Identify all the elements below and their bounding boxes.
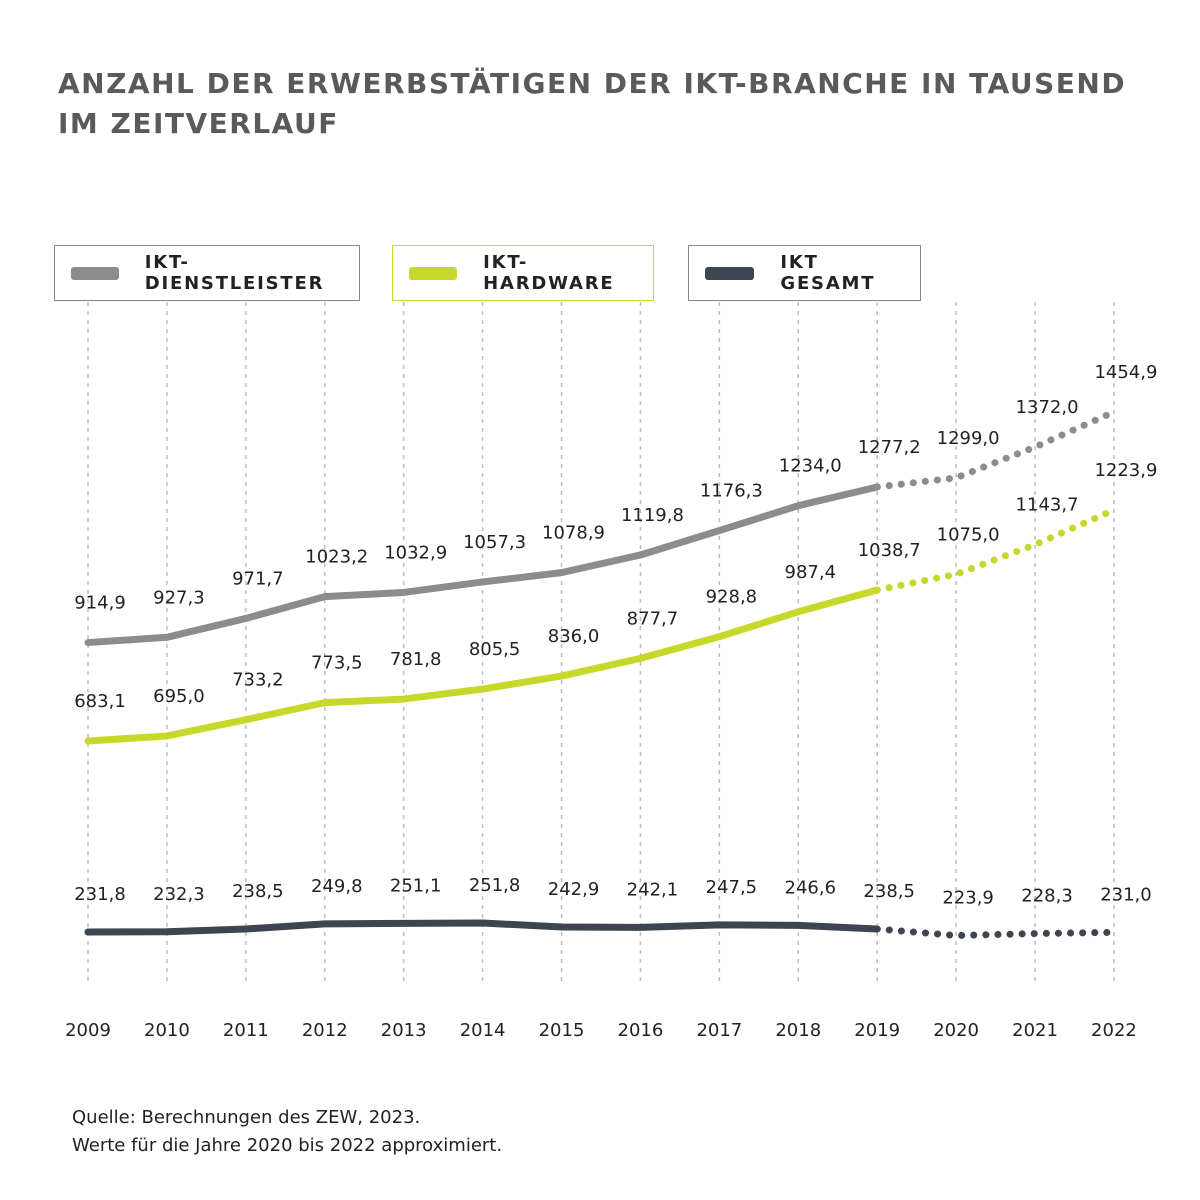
x-tick-label-2016: 2016 xyxy=(618,1020,664,1041)
data-label-hardware-2010: 695,0 xyxy=(153,686,205,707)
data-label-gesamt-2012: 249,8 xyxy=(311,876,363,897)
legend-label-hardware: IKT-HARDWARE xyxy=(483,252,615,294)
chart-title-line-1: ANZAHL DER ERWERBSTÄTIGEN DER IKT-BRANCH… xyxy=(58,67,1127,100)
data-label-gesamt-2019: 238,5 xyxy=(863,881,915,902)
series-line-approx-gesamt xyxy=(873,925,1118,940)
x-tick-label-2019: 2019 xyxy=(854,1020,900,1041)
series-line-approx-hardware xyxy=(873,506,1118,594)
data-label-hardware-2020: 1075,0 xyxy=(937,524,1000,545)
data-label-hardware-2011: 733,2 xyxy=(232,670,284,691)
data-label-dienstleister-2016: 1119,8 xyxy=(621,505,684,526)
data-label-dienstleister-2015: 1078,9 xyxy=(542,523,605,544)
data-label-dienstleister-2019: 1277,2 xyxy=(858,437,921,458)
data-label-gesamt-2015: 242,9 xyxy=(548,879,600,900)
data-label-gesamt-2020: 223,9 xyxy=(942,888,994,909)
data-label-hardware-2021: 1143,7 xyxy=(1016,495,1079,516)
dark-swatch-icon xyxy=(705,266,755,280)
data-label-dienstleister-2017: 1176,3 xyxy=(700,481,763,502)
x-tick-label-2015: 2015 xyxy=(539,1020,585,1041)
chart-title: ANZAHL DER ERWERBSTÄTIGEN DER IKT-BRANCH… xyxy=(58,64,1158,144)
data-label-gesamt-2018: 246,6 xyxy=(785,877,837,898)
legend-label-gesamt: IKT GESAMT xyxy=(780,252,876,294)
data-label-dienstleister-2014: 1057,3 xyxy=(463,532,526,553)
legend-item-hardware[interactable]: IKT-HARDWARE xyxy=(392,245,654,301)
x-tick-label-2017: 2017 xyxy=(696,1020,742,1041)
data-label-hardware-2015: 836,0 xyxy=(548,626,600,647)
lime-swatch-icon xyxy=(409,266,458,280)
data-label-dienstleister-2012: 1023,2 xyxy=(305,547,368,568)
data-label-hardware-2019: 1038,7 xyxy=(858,540,921,561)
source-line-2: Werte für die Jahre 2020 bis 2022 approx… xyxy=(72,1135,503,1156)
data-label-hardware-2016: 877,7 xyxy=(627,608,679,629)
data-label-hardware-2018: 987,4 xyxy=(785,562,837,583)
legend-label-dienstleister: IKT-DIENSTLEISTER xyxy=(144,252,325,294)
data-label-gesamt-2014: 251,8 xyxy=(469,875,521,896)
legend-item-dienstleister[interactable]: IKT-DIENSTLEISTER xyxy=(54,245,360,301)
x-tick-label-2021: 2021 xyxy=(1012,1020,1058,1041)
data-label-dienstleister-2013: 1032,9 xyxy=(384,542,447,563)
source-line-1: Quelle: Berechnungen des ZEW, 2023. xyxy=(72,1107,421,1128)
x-tick-label-2010: 2010 xyxy=(144,1020,190,1041)
x-tick-label-2020: 2020 xyxy=(933,1020,979,1041)
data-label-dienstleister-2022: 1454,9 xyxy=(1094,362,1157,383)
chart-title-line-2: IM ZEITVERLAUF xyxy=(58,107,339,140)
data-label-gesamt-2013: 251,1 xyxy=(390,875,442,896)
gray-swatch-icon xyxy=(71,266,119,280)
data-label-dienstleister-2021: 1372,0 xyxy=(1016,397,1079,418)
x-tick-label-2012: 2012 xyxy=(302,1020,348,1041)
source-note: Quelle: Berechnungen des ZEW, 2023. Wert… xyxy=(72,1104,502,1160)
data-label-hardware-2012: 773,5 xyxy=(311,653,363,674)
data-label-gesamt-2017: 247,5 xyxy=(706,877,758,898)
series-line-gesamt xyxy=(84,919,881,936)
data-label-hardware-2017: 928,8 xyxy=(706,587,758,608)
data-label-gesamt-2016: 242,1 xyxy=(627,879,679,900)
data-label-dienstleister-2020: 1299,0 xyxy=(937,428,1000,449)
data-label-dienstleister-2018: 1234,0 xyxy=(779,456,842,477)
x-tick-label-2011: 2011 xyxy=(223,1020,269,1041)
data-label-gesamt-2010: 232,3 xyxy=(153,884,205,905)
x-tick-label-2014: 2014 xyxy=(460,1020,506,1041)
data-label-gesamt-2011: 238,5 xyxy=(232,881,284,902)
x-tick-label-2009: 2009 xyxy=(65,1020,111,1041)
data-label-hardware-2013: 781,8 xyxy=(390,649,442,670)
data-label-gesamt-2021: 228,3 xyxy=(1021,886,1073,907)
legend-item-gesamt[interactable]: IKT GESAMT xyxy=(688,245,921,301)
data-label-dienstleister-2009: 914,9 xyxy=(74,593,126,614)
data-label-hardware-2014: 805,5 xyxy=(469,639,521,660)
series-line-hardware xyxy=(84,586,881,745)
data-label-gesamt-2009: 231,8 xyxy=(74,884,126,905)
x-tick-label-2013: 2013 xyxy=(381,1020,427,1041)
data-label-dienstleister-2010: 927,3 xyxy=(153,587,205,608)
x-tick-label-2018: 2018 xyxy=(775,1020,821,1041)
x-tick-label-2022: 2022 xyxy=(1091,1020,1137,1041)
data-label-gesamt-2022: 231,0 xyxy=(1100,884,1152,905)
series-line-dienstleister xyxy=(84,483,881,647)
data-label-dienstleister-2011: 971,7 xyxy=(232,568,284,589)
data-label-hardware-2022: 1223,9 xyxy=(1094,460,1157,481)
data-label-hardware-2009: 683,1 xyxy=(74,691,126,712)
series-line-approx-dienstleister xyxy=(873,408,1118,491)
